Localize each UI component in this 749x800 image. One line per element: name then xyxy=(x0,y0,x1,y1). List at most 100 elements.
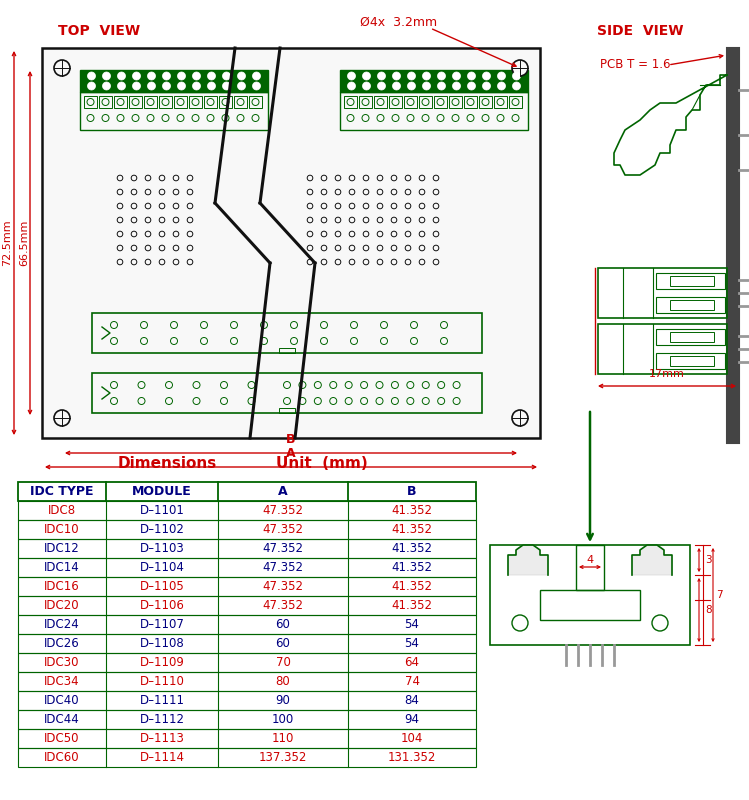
Bar xyxy=(670,300,714,310)
Bar xyxy=(18,672,476,691)
Text: 47.352: 47.352 xyxy=(262,561,303,574)
Text: IDC8: IDC8 xyxy=(48,504,76,517)
Bar xyxy=(344,96,357,108)
Text: D–1107: D–1107 xyxy=(139,618,184,631)
Circle shape xyxy=(467,72,476,80)
Bar xyxy=(598,268,727,318)
Text: D–1104: D–1104 xyxy=(139,561,184,574)
Circle shape xyxy=(422,82,431,90)
Text: 80: 80 xyxy=(276,675,291,688)
Bar xyxy=(18,634,476,653)
Text: MODULE: MODULE xyxy=(132,485,192,498)
Text: 41.352: 41.352 xyxy=(392,542,432,555)
Bar xyxy=(464,96,477,108)
Text: IDC20: IDC20 xyxy=(44,599,80,612)
Circle shape xyxy=(452,72,461,80)
Bar xyxy=(494,96,507,108)
Bar xyxy=(540,590,640,620)
Text: 72.5mm: 72.5mm xyxy=(2,220,12,266)
Polygon shape xyxy=(508,545,548,575)
Bar xyxy=(374,96,387,108)
Circle shape xyxy=(467,82,476,90)
Circle shape xyxy=(482,72,491,80)
Text: 64: 64 xyxy=(404,656,419,669)
Text: D–1106: D–1106 xyxy=(139,599,184,612)
Circle shape xyxy=(407,72,416,80)
Bar xyxy=(18,710,476,729)
Text: 84: 84 xyxy=(404,694,419,707)
Bar xyxy=(670,356,714,366)
Bar xyxy=(92,313,482,353)
Text: IDC40: IDC40 xyxy=(44,694,80,707)
Text: 41.352: 41.352 xyxy=(392,599,432,612)
Bar xyxy=(656,329,725,345)
Bar xyxy=(99,96,112,108)
Circle shape xyxy=(497,72,506,80)
Bar xyxy=(670,332,714,342)
Circle shape xyxy=(54,60,70,76)
Circle shape xyxy=(103,72,111,80)
Text: D–1114: D–1114 xyxy=(139,751,184,764)
Circle shape xyxy=(377,72,386,80)
Text: 47.352: 47.352 xyxy=(262,542,303,555)
Text: 131.352: 131.352 xyxy=(388,751,436,764)
Bar xyxy=(234,96,247,108)
Bar xyxy=(144,96,157,108)
Text: D–1111: D–1111 xyxy=(139,694,184,707)
Circle shape xyxy=(237,72,246,80)
Bar xyxy=(18,577,476,596)
Text: 54: 54 xyxy=(404,618,419,631)
Bar xyxy=(189,96,202,108)
Bar xyxy=(490,545,690,645)
Text: D–1105: D–1105 xyxy=(139,580,184,593)
Text: B: B xyxy=(407,485,416,498)
Circle shape xyxy=(348,82,356,90)
Circle shape xyxy=(512,410,528,426)
Text: TOP  VIEW: TOP VIEW xyxy=(58,24,140,38)
Circle shape xyxy=(88,72,96,80)
Text: 4: 4 xyxy=(586,555,593,565)
Bar xyxy=(727,48,739,443)
Circle shape xyxy=(252,82,261,90)
Bar xyxy=(18,615,476,634)
Circle shape xyxy=(252,72,261,80)
Circle shape xyxy=(163,82,171,90)
Text: IDC10: IDC10 xyxy=(44,523,80,536)
Circle shape xyxy=(512,60,528,76)
Text: 74: 74 xyxy=(404,675,419,688)
Circle shape xyxy=(237,82,246,90)
Bar xyxy=(84,96,97,108)
Text: 47.352: 47.352 xyxy=(262,599,303,612)
Text: 47.352: 47.352 xyxy=(262,523,303,536)
Text: IDC50: IDC50 xyxy=(44,732,79,745)
Circle shape xyxy=(163,72,171,80)
Text: 100: 100 xyxy=(272,713,294,726)
Text: 41.352: 41.352 xyxy=(392,504,432,517)
Bar xyxy=(419,96,432,108)
Bar xyxy=(18,558,476,577)
Text: 54: 54 xyxy=(404,637,419,650)
Text: 7: 7 xyxy=(716,590,723,600)
Bar xyxy=(18,691,476,710)
Bar xyxy=(404,96,417,108)
Bar xyxy=(340,70,528,92)
Circle shape xyxy=(222,82,231,90)
Text: B: B xyxy=(286,433,296,446)
Text: IDC26: IDC26 xyxy=(44,637,80,650)
Bar xyxy=(598,324,727,374)
Circle shape xyxy=(512,72,521,80)
Bar xyxy=(509,96,522,108)
Circle shape xyxy=(437,72,446,80)
Text: PCB T = 1.6: PCB T = 1.6 xyxy=(600,58,670,71)
Bar xyxy=(449,96,462,108)
Circle shape xyxy=(363,72,371,80)
Circle shape xyxy=(178,82,186,90)
Text: A: A xyxy=(286,447,296,460)
Bar xyxy=(42,48,540,438)
Circle shape xyxy=(422,72,431,80)
Text: D–1112: D–1112 xyxy=(139,713,184,726)
Text: 70: 70 xyxy=(276,656,291,669)
Circle shape xyxy=(88,82,96,90)
Circle shape xyxy=(363,82,371,90)
Text: IDC44: IDC44 xyxy=(44,713,80,726)
